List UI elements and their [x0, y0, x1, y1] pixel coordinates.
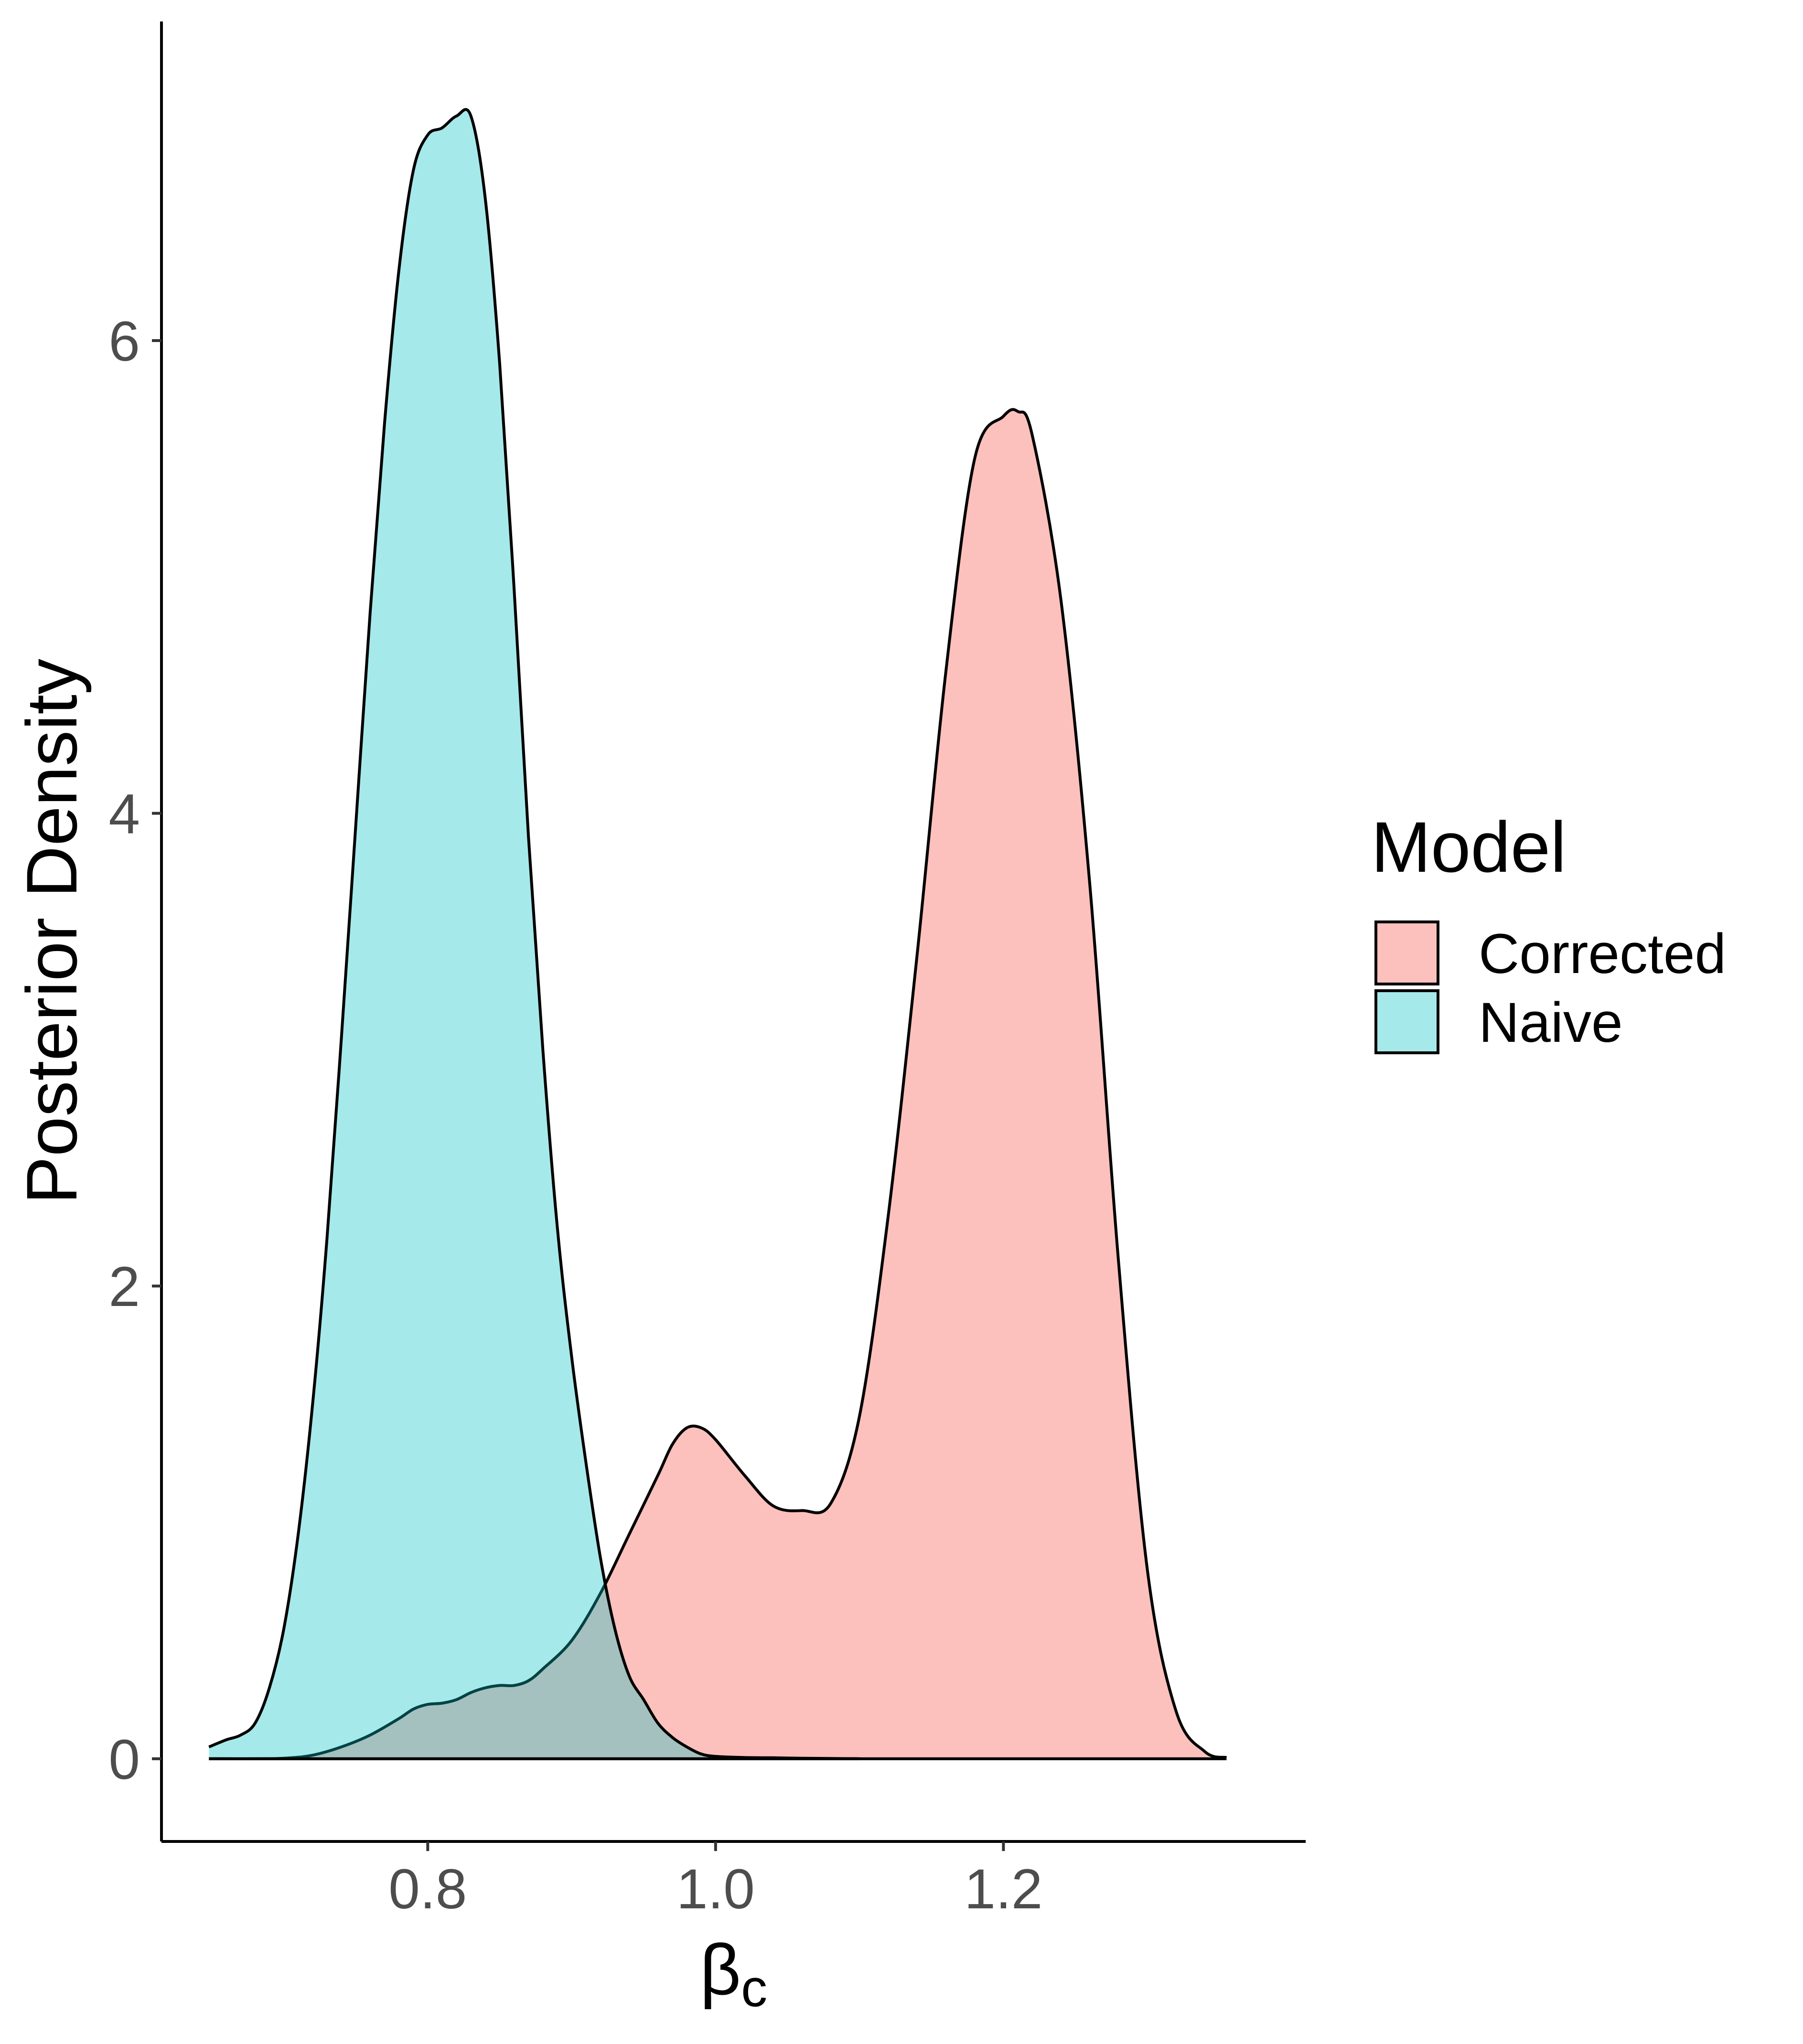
y-tick-label: 6: [108, 310, 140, 373]
y-tick-label: 4: [108, 783, 140, 846]
density-layer: [208, 108, 1227, 1760]
x-tick-label: 1.0: [676, 1858, 755, 1921]
x-ticks: 0.8 1.0 1.2: [388, 1841, 1042, 1921]
x-tick-label: 1.2: [964, 1858, 1042, 1921]
x-axis-title-subscript: c: [741, 1959, 767, 2018]
y-axis-title: Posterior Density: [11, 659, 92, 1204]
x-axis-title-symbol: β: [700, 1929, 741, 2010]
x-axis-title: βc: [700, 1929, 767, 2018]
y-tick-label: 0: [108, 1728, 140, 1791]
legend-key-naive: [1374, 989, 1439, 1054]
y-ticks: 0 2 4 6: [108, 310, 161, 1791]
legend-title: Model: [1371, 807, 1567, 887]
y-tick-label: 2: [108, 1255, 140, 1318]
legend-label-naive: Naive: [1479, 991, 1623, 1054]
legend-label-corrected: Corrected: [1479, 922, 1726, 985]
legend-key-corrected: [1374, 920, 1439, 985]
density-curve-corrected: [209, 408, 1227, 1760]
density-curve-naive: [208, 108, 860, 1760]
x-tick-label: 0.8: [388, 1858, 467, 1921]
density-area-corrected: [209, 409, 1227, 1759]
